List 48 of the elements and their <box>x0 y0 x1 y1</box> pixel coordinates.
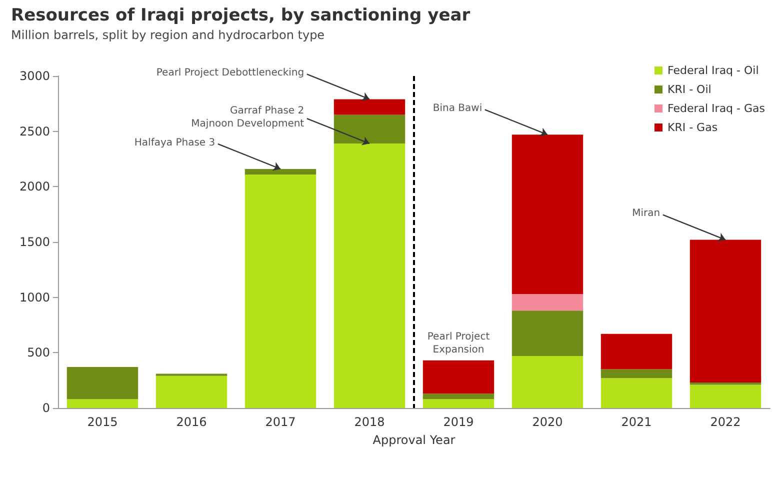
x-tick-label: 2016 <box>176 415 207 429</box>
x-tick-label: 2018 <box>354 415 385 429</box>
annotation: Garraf Phase 2 Majnoon Development <box>191 105 304 130</box>
bar <box>690 384 762 408</box>
legend-label: KRI - Gas <box>667 121 718 134</box>
annotation: Halfaya Phase 3 <box>134 137 216 148</box>
y-tick-label: 2500 <box>19 124 50 138</box>
x-tick-label: 2019 <box>443 415 474 429</box>
y-tick-label: 1000 <box>19 290 50 304</box>
y-tick-label: 0 <box>42 401 50 415</box>
x-tick-label: 2017 <box>265 415 296 429</box>
bar <box>690 240 762 383</box>
bar <box>156 376 228 408</box>
bar <box>66 367 138 400</box>
x-tick-label: 2022 <box>710 415 741 429</box>
bar <box>512 134 584 294</box>
y-tick-label: 1500 <box>19 235 50 249</box>
bar <box>334 144 406 408</box>
chart-subtitle: Million barrels, split by region and hydrocarbon type <box>11 28 325 42</box>
bar <box>512 310 584 356</box>
annotation: Bina Bawi <box>432 103 482 114</box>
bar <box>422 399 494 408</box>
x-axis-title: Approval Year <box>372 433 456 447</box>
annotation: Pearl Project Debottlenecking <box>156 68 304 79</box>
legend-label: Federal Iraq - Oil <box>667 64 759 77</box>
bar <box>66 399 138 408</box>
bar <box>334 114 406 144</box>
y-tick-label: 500 <box>27 346 50 360</box>
bar <box>512 294 584 311</box>
bar <box>244 168 316 174</box>
annotation: Pearl Project Expansion <box>427 331 490 356</box>
bar <box>334 99 406 115</box>
legend-label: Federal Iraq - Gas <box>667 102 766 115</box>
bar <box>422 394 494 400</box>
legend-label: KRI - Oil <box>667 83 712 96</box>
bar <box>600 369 672 378</box>
x-tick-label: 2015 <box>87 415 118 429</box>
bar <box>600 378 672 408</box>
annotation: Miran <box>632 208 660 220</box>
x-tick-label: 2021 <box>621 415 652 429</box>
bar <box>422 360 494 394</box>
y-tick-label: 2000 <box>19 180 50 194</box>
bar <box>512 356 584 408</box>
y-tick-label: 3000 <box>19 69 50 83</box>
x-tick-label: 2020 <box>532 415 563 429</box>
bar <box>600 334 672 370</box>
chart-title: Resources of Iraqi projects, by sanctioning year <box>11 6 471 26</box>
bar <box>244 174 316 408</box>
